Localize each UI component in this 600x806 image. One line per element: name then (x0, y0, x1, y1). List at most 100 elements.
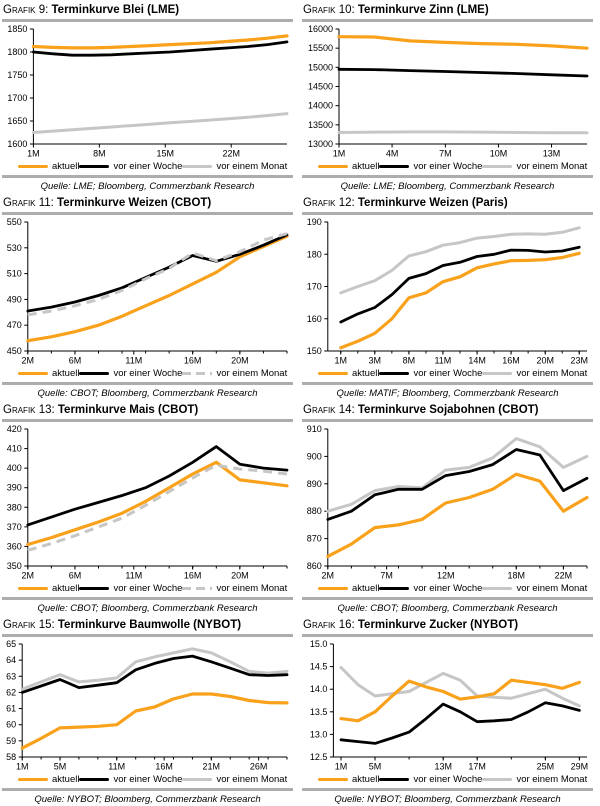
svg-text:11M: 11M (108, 762, 125, 772)
svg-text:860: 860 (307, 561, 322, 571)
svg-text:20M: 20M (231, 356, 249, 366)
svg-text:13M: 13M (434, 762, 452, 772)
legend-item-week: vor einer Woche (379, 583, 482, 594)
aktuell-line-swatch (18, 371, 48, 376)
svg-text:18M: 18M (507, 571, 525, 581)
panel-title: Grafik 16: Terminkurve Zucker (NYBOT) (302, 618, 593, 632)
week-line-swatch (379, 164, 410, 169)
line-chart: 13000 13500 14000 14500 15000 15500 16000 1M 4M 7… (308, 24, 589, 159)
line-chart: 350 360 370 380 390 400 410 420 2M 6M 11M 16M 20M (7, 424, 289, 581)
title-divider (302, 212, 593, 215)
svg-text:1M: 1M (335, 762, 348, 772)
svg-text:11M: 11M (434, 356, 451, 366)
chart-title: Terminkurve Sojabohnen (CBOT) (357, 404, 539, 416)
legend-item-month: vor einem Monat (482, 161, 587, 172)
footer-divider (302, 175, 593, 178)
week-line-swatch (379, 371, 410, 376)
source-text: Quelle: NYBOT; Bloomberg, Commerzbank Re… (34, 794, 261, 805)
svg-text:490: 490 (7, 294, 22, 304)
legend-item-aktuell: aktuell (318, 583, 379, 594)
aktuell-line-swatch (18, 777, 48, 782)
grafik-label: Grafik 16: (303, 619, 355, 631)
svg-text:350: 350 (7, 561, 22, 571)
week-line-swatch (79, 371, 110, 376)
title-divider (302, 19, 593, 22)
footer-divider (302, 597, 593, 600)
svg-text:390: 390 (7, 483, 22, 493)
chart-panel-grafik-15: Grafik 15: Terminkurve Baumwolle (NYBOT)… (0, 615, 300, 806)
line-chart: 1600 1650 1700 1750 1800 1850 1M 8M 15M 22M (7, 24, 289, 159)
legend-label: aktuell (52, 161, 80, 172)
footer-divider (2, 597, 293, 600)
month-line-swatch (482, 371, 513, 376)
title-divider (302, 419, 593, 422)
svg-text:450: 450 (7, 346, 22, 356)
svg-text:25M: 25M (537, 762, 555, 772)
svg-text:59: 59 (6, 736, 16, 746)
aktuell-line-swatch (318, 371, 348, 376)
svg-text:15500: 15500 (308, 43, 333, 53)
svg-text:880: 880 (307, 506, 322, 516)
chart-title: Terminkurve Blei (LME) (51, 4, 180, 16)
week-line-swatch (379, 586, 410, 591)
panel-title: Grafik 13: Terminkurve Mais (CBOT) (2, 403, 293, 417)
month-line-swatch (482, 164, 513, 169)
legend-label: vor einem Monat (516, 368, 588, 379)
chart-legend: aktuell vor einer Woche vor einem Monat (302, 159, 593, 174)
legend-item-week: vor einer Woche (79, 774, 182, 785)
svg-text:1750: 1750 (7, 70, 27, 80)
footer-divider (302, 788, 593, 791)
legend-item-week: vor einer Woche (79, 583, 182, 594)
svg-text:15000: 15000 (308, 62, 333, 72)
legend-item-aktuell: aktuell (318, 368, 379, 379)
legend-item-aktuell: aktuell (18, 161, 79, 172)
legend-item-month: vor einem Monat (482, 583, 587, 594)
svg-text:14M: 14M (468, 356, 486, 366)
source-text: Quelle: MATIF; Bloomberg, Commerzbank Re… (336, 388, 559, 399)
chart-panel-grafik-14: Grafik 14: Terminkurve Sojabohnen (CBOT)… (300, 400, 600, 615)
chart-panel-grafik-12: Grafik 12: Terminkurve Weizen (Paris) 15… (300, 193, 600, 400)
legend-label: aktuell (52, 774, 80, 785)
svg-text:11M: 11M (125, 356, 142, 366)
chart-panel-grafik-9: Grafik 9: Terminkurve Blei (LME) 1600 165… (0, 0, 300, 193)
svg-text:16M: 16M (184, 571, 202, 581)
month-line-swatch (182, 586, 213, 591)
svg-text:11M: 11M (125, 571, 142, 581)
legend-item-week: vor einer Woche (379, 161, 482, 172)
svg-text:1M: 1M (333, 149, 346, 159)
svg-text:170: 170 (307, 282, 322, 292)
svg-text:14.0: 14.0 (310, 684, 328, 694)
svg-text:13.0: 13.0 (310, 729, 328, 739)
legend-label: aktuell (52, 583, 80, 594)
svg-text:15.0: 15.0 (310, 639, 328, 649)
aktuell-line-swatch (318, 164, 348, 169)
source-text: Quelle: NYBOT; Bloomberg, Commerzbank Re… (334, 794, 561, 805)
svg-text:400: 400 (7, 463, 22, 473)
legend-label: vor einem Monat (516, 161, 588, 172)
grafik-label: Grafik 14: (303, 404, 355, 416)
title-divider (2, 19, 293, 22)
svg-text:900: 900 (307, 451, 322, 461)
week-line-swatch (79, 586, 110, 591)
svg-text:12M: 12M (437, 571, 455, 581)
aktuell-line-swatch (318, 777, 348, 782)
svg-text:22M: 22M (555, 571, 573, 581)
week-line-swatch (379, 777, 410, 782)
chart-panel-grafik-11: Grafik 11: Terminkurve Weizen (CBOT) 450… (0, 193, 300, 400)
svg-text:16M: 16M (184, 356, 202, 366)
legend-label: aktuell (352, 583, 380, 594)
footer-divider (302, 382, 593, 385)
chart-title: Terminkurve Zinn (LME) (357, 4, 489, 16)
svg-text:1M: 1M (335, 356, 348, 366)
month-line-swatch (182, 371, 213, 376)
svg-text:530: 530 (7, 243, 22, 253)
svg-text:190: 190 (307, 217, 322, 227)
svg-text:62: 62 (6, 687, 16, 697)
source-text: Quelle: LME; Bloomberg, Commerzbank Rese… (340, 181, 555, 192)
legend-item-month: vor einem Monat (182, 774, 287, 785)
line-chart: 450 470 490 510 530 550 2M 6M 11M 16M 20M (7, 217, 289, 366)
chart-title: Terminkurve Zucker (NYBOT) (357, 619, 519, 631)
chart-panel-grafik-10: Grafik 10: Terminkurve Zinn (LME) 13000 1… (300, 0, 600, 193)
legend-item-month: vor einem Monat (482, 368, 587, 379)
aktuell-line-swatch (18, 586, 48, 591)
